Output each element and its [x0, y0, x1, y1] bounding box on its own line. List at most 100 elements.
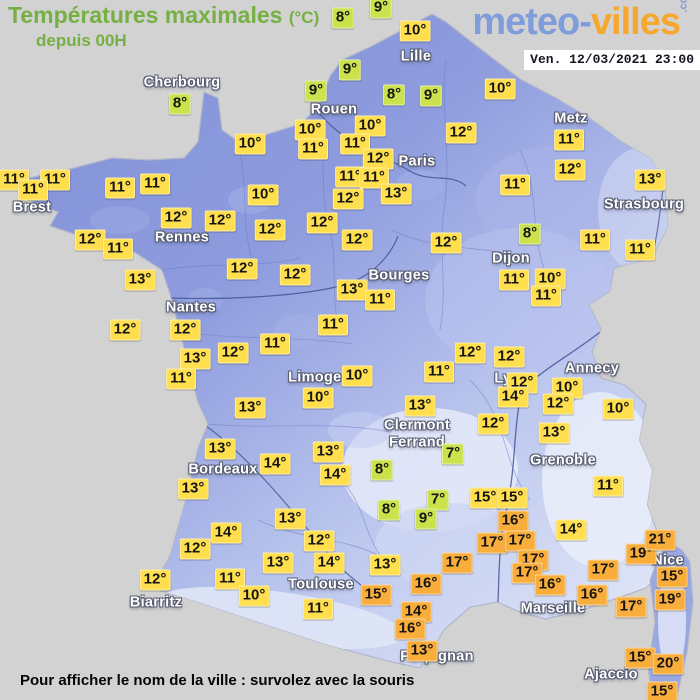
- temperature-badge[interactable]: 13°: [274, 508, 306, 530]
- temperature-badge[interactable]: 17°: [441, 552, 473, 574]
- temperature-badge[interactable]: 12°: [109, 319, 141, 341]
- temperature-badge[interactable]: 11°: [103, 238, 133, 260]
- temperature-badge[interactable]: 7°: [426, 489, 450, 511]
- temperature-badge[interactable]: 11°: [335, 166, 365, 188]
- temperature-badge[interactable]: 9°: [304, 80, 328, 102]
- temperature-badge[interactable]: 12°: [454, 342, 486, 364]
- temperature-badge[interactable]: 11°: [340, 133, 370, 155]
- temperature-badge[interactable]: 15°: [624, 647, 656, 669]
- temperature-badge[interactable]: 11°: [365, 289, 395, 311]
- temperature-badge[interactable]: 15°: [656, 566, 688, 588]
- temperature-badge[interactable]: 10°: [294, 119, 326, 141]
- temperature-badge[interactable]: 15°: [360, 584, 392, 606]
- temperature-badge[interactable]: 10°: [247, 184, 279, 206]
- temperature-badge[interactable]: 12°: [341, 229, 373, 251]
- temperature-badge[interactable]: 13°: [179, 348, 211, 370]
- temperature-badge[interactable]: 9°: [419, 85, 443, 107]
- temperature-badge[interactable]: 14°: [259, 453, 291, 475]
- temperature-badge[interactable]: 12°: [204, 210, 236, 232]
- temperature-badge[interactable]: 11°: [580, 229, 610, 251]
- temperature-badge[interactable]: 12°: [217, 342, 249, 364]
- temperature-badge[interactable]: 12°: [254, 219, 286, 241]
- temperature-badge[interactable]: 14°: [319, 464, 351, 486]
- temperature-badge[interactable]: 10°: [484, 78, 516, 100]
- temperature-badge[interactable]: 16°: [497, 510, 529, 532]
- temperature-badge[interactable]: 11°: [140, 173, 170, 195]
- temperature-badge[interactable]: 7°: [441, 443, 465, 465]
- temperature-badge[interactable]: 14°: [313, 552, 345, 574]
- temperature-badge[interactable]: 11°: [531, 285, 561, 307]
- temperature-badge[interactable]: 16°: [534, 574, 566, 596]
- temperature-badge[interactable]: 12°: [303, 530, 335, 552]
- temperature-badge[interactable]: 13°: [312, 441, 344, 463]
- temperature-badge[interactable]: 10°: [234, 133, 266, 155]
- temperature-badge[interactable]: 17°: [504, 530, 536, 552]
- temperature-badge[interactable]: 15°: [496, 487, 528, 509]
- temperature-badge[interactable]: 10°: [354, 115, 386, 137]
- temperature-badge[interactable]: 10°: [341, 365, 373, 387]
- temperature-badge[interactable]: 13°: [406, 640, 438, 662]
- temperature-badge[interactable]: 21°: [644, 529, 676, 551]
- temperature-badge[interactable]: 17°: [615, 596, 647, 618]
- temperature-badge[interactable]: 20°: [652, 653, 684, 675]
- temperature-badge[interactable]: 17°: [587, 559, 619, 581]
- temperature-badge[interactable]: 10°: [302, 387, 334, 409]
- temperature-badge[interactable]: 12°: [542, 393, 574, 415]
- temperature-badge[interactable]: 11°: [18, 179, 48, 201]
- temperature-badge[interactable]: 12°: [74, 229, 106, 251]
- temperature-badge[interactable]: 13°: [380, 183, 412, 205]
- temperature-badge[interactable]: 12°: [179, 538, 211, 560]
- temperature-badge[interactable]: 8°: [331, 7, 355, 29]
- temperature-badge[interactable]: 9°: [414, 508, 438, 530]
- temperature-badge[interactable]: 15°: [469, 487, 501, 509]
- temperature-badge[interactable]: 11°: [166, 368, 196, 390]
- temperature-badge[interactable]: 19°: [654, 589, 686, 611]
- temperature-badge[interactable]: 13°: [177, 478, 209, 500]
- temperature-badge[interactable]: 13°: [634, 169, 666, 191]
- temperature-badge[interactable]: 16°: [576, 584, 608, 606]
- temperature-badge[interactable]: 9°: [369, 0, 393, 19]
- temperature-badge[interactable]: 12°: [445, 122, 477, 144]
- meteo-villes-logo[interactable]: meteo-villes.com: [472, 0, 692, 41]
- temperature-badge[interactable]: 11°: [303, 598, 333, 620]
- temperature-badge[interactable]: 14°: [210, 522, 242, 544]
- temperature-badge[interactable]: 11°: [105, 177, 135, 199]
- temperature-badge[interactable]: 11°: [260, 333, 290, 355]
- temperature-badge[interactable]: 17°: [476, 532, 508, 554]
- temperature-badge[interactable]: 13°: [404, 395, 436, 417]
- temperature-badge[interactable]: 8°: [377, 499, 401, 521]
- temperature-badge[interactable]: 12°: [362, 148, 394, 170]
- temperature-badge[interactable]: 13°: [369, 554, 401, 576]
- temperature-badge[interactable]: 9°: [338, 59, 362, 81]
- temperature-badge[interactable]: 12°: [226, 258, 258, 280]
- temperature-badge[interactable]: 13°: [336, 279, 368, 301]
- temperature-badge[interactable]: 11°: [215, 568, 245, 590]
- temperature-badge[interactable]: 16°: [394, 618, 426, 640]
- temperature-badge[interactable]: 11°: [499, 269, 529, 291]
- temperature-badge[interactable]: 13°: [124, 269, 156, 291]
- temperature-badge[interactable]: 12°: [139, 569, 171, 591]
- temperature-badge[interactable]: 11°: [318, 314, 348, 336]
- temperature-badge[interactable]: 12°: [279, 264, 311, 286]
- temperature-badge[interactable]: 8°: [168, 93, 192, 115]
- temperature-badge[interactable]: 11°: [625, 239, 655, 261]
- temperature-badge[interactable]: 12°: [169, 319, 201, 341]
- temperature-badge[interactable]: 10°: [399, 20, 431, 42]
- temperature-badge[interactable]: 12°: [160, 207, 192, 229]
- temperature-badge[interactable]: 12°: [306, 212, 338, 234]
- temperature-badge[interactable]: 11°: [424, 361, 454, 383]
- temperature-badge[interactable]: 12°: [554, 159, 586, 181]
- temperature-badge[interactable]: 11°: [500, 174, 530, 196]
- temperature-badge[interactable]: 8°: [370, 459, 394, 481]
- temperature-badge[interactable]: 11°: [593, 475, 623, 497]
- temperature-badge[interactable]: 16°: [410, 573, 442, 595]
- temperature-badge[interactable]: 11°: [298, 138, 328, 160]
- temperature-badge[interactable]: 14°: [497, 386, 529, 408]
- temperature-badge[interactable]: 10°: [602, 398, 634, 420]
- temperature-badge[interactable]: 12°: [477, 413, 509, 435]
- temperature-badge[interactable]: 12°: [493, 346, 525, 368]
- temperature-badge[interactable]: 13°: [204, 438, 236, 460]
- temperature-badge[interactable]: 11°: [359, 167, 389, 189]
- temperature-badge[interactable]: 8°: [518, 223, 542, 245]
- temperature-badge[interactable]: 15°: [646, 681, 678, 700]
